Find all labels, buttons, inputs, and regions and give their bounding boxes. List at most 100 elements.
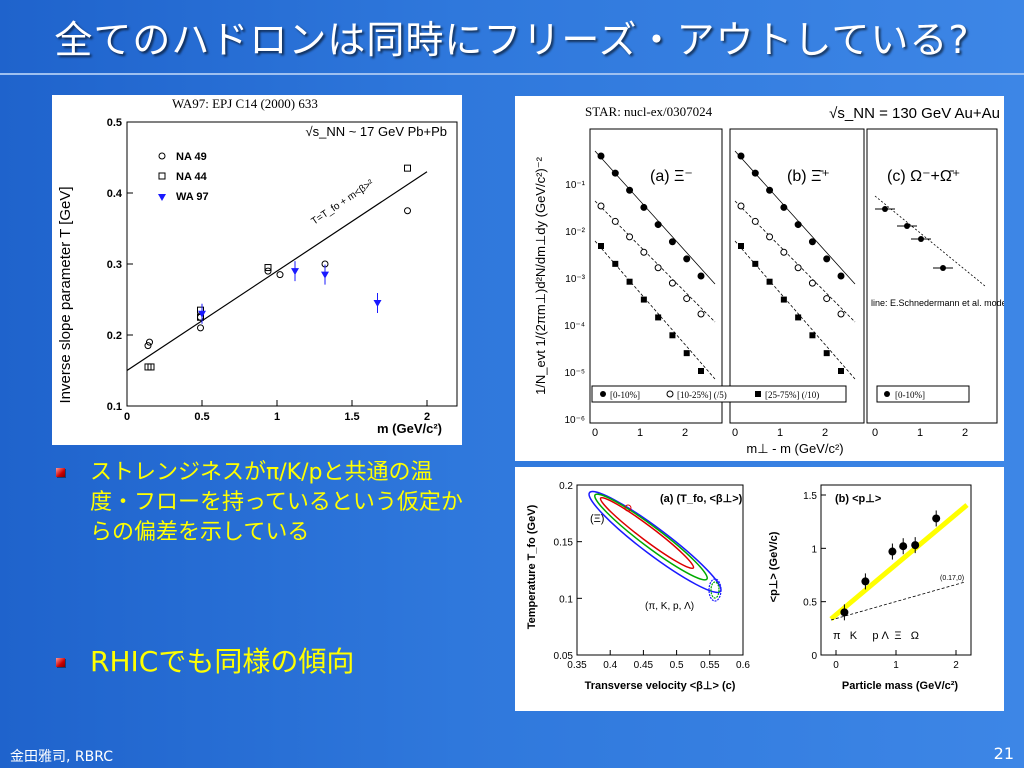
tfo-light-label: (π, K, p, Λ) [645,601,694,612]
legend-na49: NA 49 [176,151,207,163]
legend-na44: NA 44 [176,171,208,183]
spectrum-point [626,186,634,194]
spectrum-point [668,238,676,246]
spectrum-point [837,272,845,280]
tfo-xi-label: (Ξ) [590,513,604,525]
x-tick-label: 0.35 [567,660,587,671]
spectrum-point [738,243,744,249]
spectrum-point [683,255,691,263]
y-tick-label: 10⁻² [565,227,585,238]
spectrum-point [683,350,690,357]
legend-wa97: WA 97 [176,191,209,203]
y-tick-label: 10⁻⁶ [564,415,585,426]
wa97-xlabel: m (GeV/c²) [377,421,442,436]
x-tick-label: 0 [833,660,839,671]
spectrum-point [823,350,830,357]
star-panel-a: (a) Ξ⁻ [650,168,693,185]
x-tick-label: 1 [917,427,923,439]
wa97-chart: 0 0.5 1 1.5 2 0.1 0.2 0.3 0.4 0.5 Inverse slope p… [57,117,458,436]
spectrum-point [737,202,745,210]
pt-point [840,608,849,617]
spectrum-point [668,279,676,287]
wa97-relation: T=T_fo + m<β>² [310,177,377,227]
spectrum-point [654,221,662,229]
x-tick-label: 0.45 [634,660,654,671]
na44-point [264,264,272,272]
spectrum-point [697,272,705,280]
spectrum-point [794,221,802,229]
spectrum-point [737,152,745,160]
x-tick-label: 0.55 [700,660,720,671]
y-tick-label: 0.15 [554,538,574,549]
star-chart: √s_NN = 130 GeV Au+Au 10⁻¹10⁻²10⁻³10⁻⁴10… [533,105,1004,456]
wa97-figure: WA97: EPJ C14 (2000) 633 0 0.5 1 1.5 2 0.1 0.2… [52,95,462,445]
bullet-item: RHICでも同様の傾向 [52,643,472,681]
spectrum-point [751,217,759,225]
bullet-list: ストレンジネスがπ/K/pと共通の温度・フローを持っているという仮定からの偏差を… [52,458,472,681]
x-tick-label: 2 [953,660,959,671]
star-spectra-figure: STAR: nucl-ex/0307024 √s_NN = 130 GeV Au… [515,96,1004,461]
na49-point [264,267,272,275]
y-tick-label: 0.1 [559,594,573,605]
spectrum-point [640,296,647,303]
tfo-title: (a) (T_fo, <β⊥>) [660,493,743,505]
y-tick-label: 0.3 [107,259,122,271]
spectrum-point [640,248,648,256]
bullet-marker-icon [56,468,65,477]
x-tick-label: 1 [637,427,643,439]
y-tick-label: 0.5 [107,117,122,129]
spectrum-point [808,238,816,246]
bullet-item: ストレンジネスがπ/K/pと共通の温度・フローを持っているという仮定からの偏差を… [52,458,472,548]
y-tick-label: 0.05 [554,651,574,662]
na49-point [146,338,153,346]
spectrum-point [751,169,759,177]
x-tick-label: 0 [124,411,130,423]
spectrum-point [780,296,787,303]
freezeout-chart: 0.35 0.4 0.45 0.5 0.55 0.6 0.05 0.1 0.15 0.2 (a) … [526,481,972,692]
y-tick-label: 0.5 [803,598,817,609]
spectrum-point [794,264,802,272]
x-tick-label: 1 [777,427,783,439]
star-xlabel: m⊥ - m (GeV/c²) [746,441,843,456]
x-tick-label: 1.5 [344,411,359,423]
spectrum-point [626,233,634,241]
spectrum-point [766,278,773,285]
pt-model: (0.17,0) [940,575,964,582]
bullet-text: ストレンジネスがπ/K/pと共通の温度・フローを持っているという仮定からの偏差を… [90,460,463,545]
spectrum-point [654,264,662,272]
star-panel-b: (b) Ξ̄⁺ [787,168,830,185]
spectrum-point [752,260,759,267]
spectrum-point [766,233,774,241]
bullet-text: RHICでも同様の傾向 [90,645,355,678]
spectrum-point [640,203,648,211]
x-tick-label: 1 [893,660,899,671]
wa97-ylabel: Inverse slope parameter T [GeV] [57,186,74,403]
pt-point [861,577,870,586]
na44-point [404,164,411,172]
x-tick-label: 0 [732,427,738,439]
x-tick-label: 0.6 [736,660,750,671]
spectrum-point [809,332,816,339]
y-tick-label: 10⁻³ [565,274,585,285]
wa97-caption: WA97: EPJ C14 (2000) 633 [172,96,318,111]
y-tick-label: 1 [811,544,817,555]
y-tick-label: 0 [811,651,817,662]
spectrum-point [780,248,788,256]
x-tick-label: 1 [274,411,280,423]
star-ylabel: 1/N_evt 1/(2πm⊥)d²N/dm⊥dy (GeV/c²)⁻² [533,156,548,395]
y-tick-label: 0.4 [107,188,123,200]
bullet-marker-icon [56,658,65,667]
spectrum-point [655,314,662,321]
star-caption: STAR: nucl-ex/0307024 [585,104,713,119]
pt-point [888,547,897,556]
spectrum-point [698,368,704,374]
y-tick-label: 10⁻⁴ [564,321,585,332]
x-tick-label: 2 [962,427,968,439]
wa97-legend: NA 49 NA 44 WA 97 [158,151,209,203]
x-tick-label: 2 [424,411,430,423]
pt-point [899,542,908,551]
x-tick-label: 0 [592,427,598,439]
star-legend-2: [25-75%] (/10) [765,390,819,400]
y-tick-label: 1.5 [803,491,817,502]
slide-title: 全てのハドロンは同時にフリーズ・アウトしている? [54,17,970,62]
